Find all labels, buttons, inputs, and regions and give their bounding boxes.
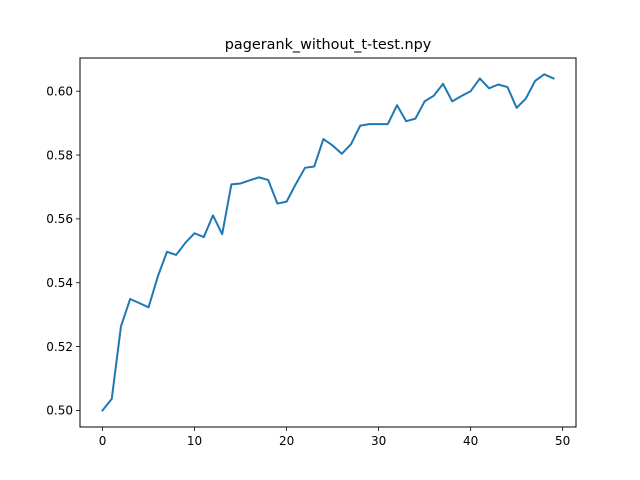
x-tick-label: 30 — [371, 434, 386, 448]
y-tick-label: 0.60 — [46, 84, 73, 98]
y-tick-label: 0.58 — [46, 148, 73, 162]
y-tick-label: 0.50 — [46, 404, 73, 418]
x-tick-label: 40 — [463, 434, 478, 448]
chart-title: pagerank_without_t-test.npy — [225, 37, 432, 53]
y-tick-label: 0.56 — [46, 212, 73, 226]
y-tick-label: 0.54 — [46, 276, 73, 290]
axes-frame — [79, 57, 577, 428]
y-tick-label: 0.52 — [46, 340, 73, 354]
plot-area — [101, 73, 555, 412]
series-line — [101, 73, 555, 412]
x-tick-label: 20 — [279, 434, 294, 448]
x-axis: 0 10 20 30 40 50 — [99, 427, 570, 448]
y-axis: 0.50 0.52 0.54 0.56 0.58 0.60 — [46, 84, 80, 418]
x-tick-label: 50 — [555, 434, 570, 448]
x-tick-label: 10 — [187, 434, 202, 448]
x-tick-label: 0 — [99, 434, 107, 448]
